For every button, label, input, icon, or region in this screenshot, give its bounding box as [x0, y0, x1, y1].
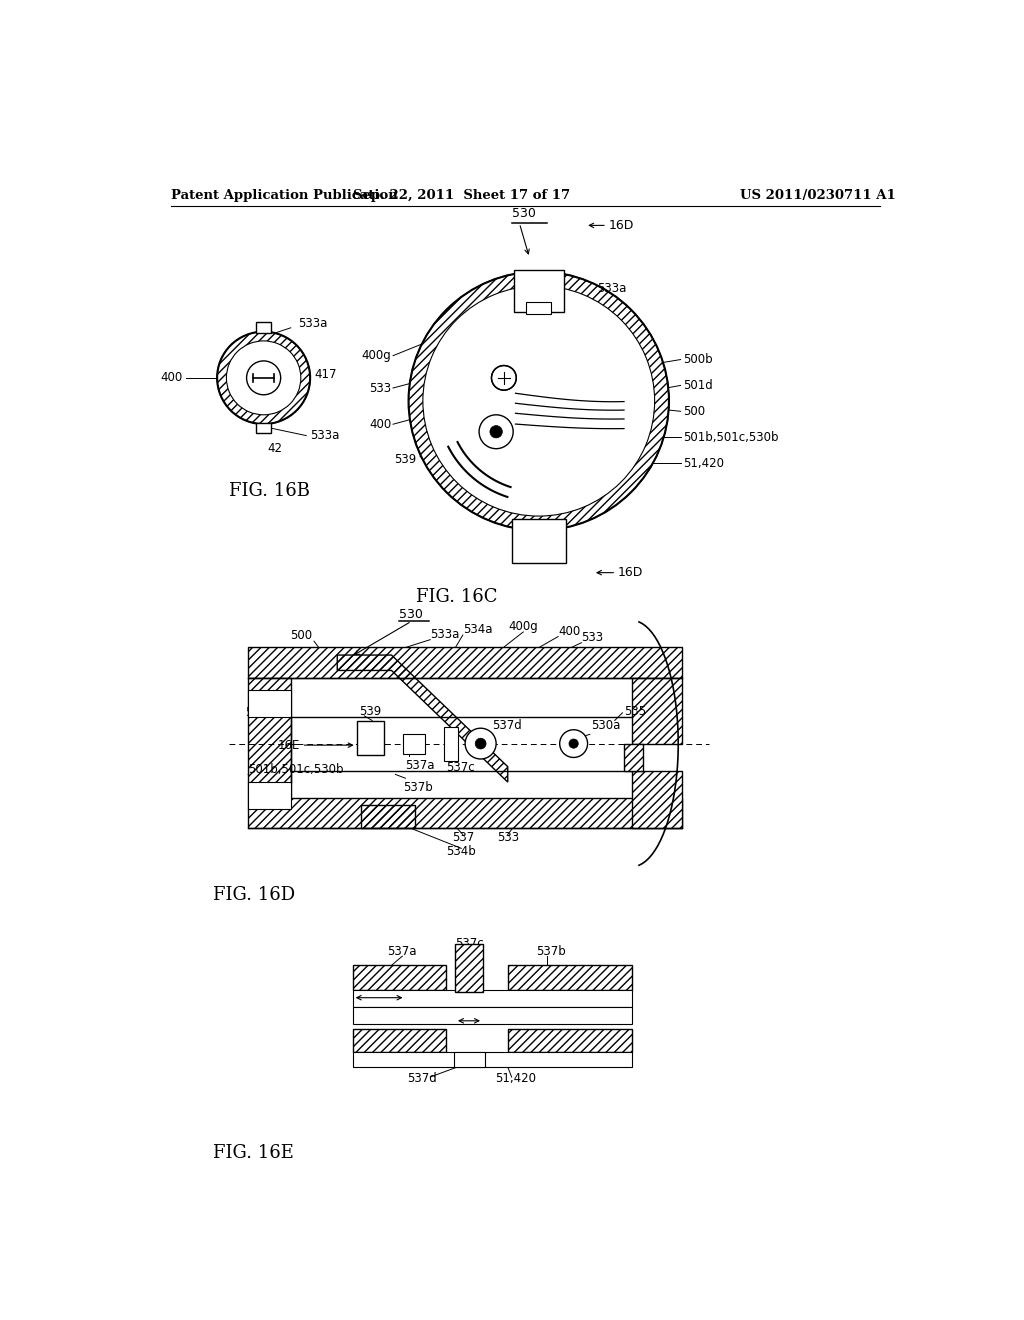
Bar [444, 726, 458, 762]
Text: 537d: 537d [493, 719, 522, 733]
Text: 537c: 537c [455, 937, 483, 950]
Bar [632, 771, 682, 829]
Text: 500: 500 [291, 630, 312, 643]
Text: 533a: 533a [430, 628, 460, 640]
Bar [256, 322, 271, 333]
Text: 535: 535 [624, 705, 646, 718]
Text: 533a: 533a [597, 282, 627, 296]
Text: 537c: 537c [445, 760, 474, 774]
Text: Sep. 22, 2011  Sheet 17 of 17: Sep. 22, 2011 Sheet 17 of 17 [352, 189, 569, 202]
Text: 400g: 400g [361, 350, 391, 362]
Bar [455, 944, 483, 991]
Bar [454, 1052, 484, 1067]
Bar [352, 1028, 445, 1052]
Bar [514, 271, 563, 313]
Bar [248, 647, 682, 678]
Text: FIG. 16E: FIG. 16E [213, 1144, 294, 1162]
Text: 539: 539 [394, 453, 417, 466]
Circle shape [475, 738, 486, 748]
Circle shape [247, 360, 281, 395]
Bar [352, 1007, 632, 1024]
Circle shape [409, 272, 669, 531]
Bar [512, 519, 566, 564]
Text: 42: 42 [267, 442, 283, 455]
Bar [632, 678, 682, 743]
Text: 537a: 537a [406, 759, 435, 772]
Text: 417: 417 [314, 367, 337, 380]
Text: 533a: 533a [310, 429, 340, 442]
Bar [508, 965, 632, 990]
Text: 51,420: 51,420 [683, 457, 724, 470]
Text: 533a: 533a [299, 317, 328, 330]
Text: 537d: 537d [408, 1072, 437, 1085]
Text: 400: 400 [558, 624, 581, 638]
Bar [624, 743, 643, 771]
Text: 500: 500 [683, 405, 706, 418]
Text: 51,420: 51,420 [495, 1072, 536, 1085]
Bar [352, 965, 445, 990]
Bar [248, 797, 682, 829]
Bar [526, 302, 551, 314]
Text: 501d: 501d [683, 379, 713, 392]
Circle shape [479, 414, 513, 449]
Text: 500b: 500b [683, 352, 713, 366]
Bar [352, 990, 632, 1007]
Text: 537b: 537b [537, 945, 566, 958]
Text: 16D: 16D [617, 566, 643, 579]
Circle shape [489, 425, 503, 438]
Text: 537b: 537b [403, 780, 433, 793]
Text: 533: 533 [370, 381, 391, 395]
Text: 501b,501c,530b: 501b,501c,530b [683, 430, 778, 444]
Text: 539: 539 [359, 705, 381, 718]
Bar [508, 1028, 632, 1052]
Text: FIG. 16D: FIG. 16D [213, 886, 295, 904]
Circle shape [492, 366, 516, 391]
Bar [403, 734, 425, 754]
Text: 500b: 500b [246, 706, 275, 719]
Text: 534b: 534b [446, 845, 476, 858]
Bar [356, 721, 384, 755]
Circle shape [465, 729, 496, 759]
Circle shape [569, 739, 579, 748]
Text: Patent Application Publication: Patent Application Publication [171, 189, 397, 202]
Bar [248, 678, 291, 797]
Text: FIG. 16B: FIG. 16B [228, 482, 309, 500]
Bar [256, 422, 271, 433]
Text: 400: 400 [370, 417, 391, 430]
Bar [352, 1052, 632, 1067]
Text: 501b,501c,530b: 501b,501c,530b [248, 763, 344, 776]
Text: US 2011/0230711 A1: US 2011/0230711 A1 [740, 189, 896, 202]
Text: 533: 533 [582, 631, 603, 644]
Bar [248, 689, 291, 717]
Text: 530: 530 [512, 207, 536, 220]
Bar [248, 781, 291, 809]
Text: 537a: 537a [388, 945, 417, 958]
Text: 530: 530 [399, 607, 423, 620]
Text: 533: 533 [497, 832, 519, 843]
Text: 530a: 530a [592, 719, 621, 733]
Text: 16E: 16E [278, 739, 300, 751]
Text: 534a: 534a [463, 623, 493, 636]
Circle shape [217, 331, 310, 424]
Text: 400g: 400g [508, 620, 539, 634]
Text: 16D: 16D [608, 219, 634, 232]
Text: 400: 400 [160, 371, 182, 384]
Circle shape [560, 730, 588, 758]
Text: 537: 537 [452, 832, 474, 843]
Text: FIG. 16C: FIG. 16C [417, 589, 498, 606]
